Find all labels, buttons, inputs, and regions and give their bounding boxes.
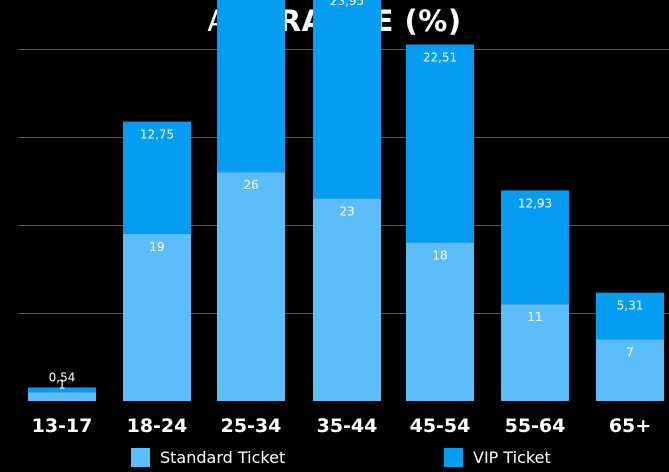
x-tick-label-45-54: 45-54 bbox=[410, 415, 471, 437]
legend-item-vip: VIP Ticket bbox=[444, 448, 551, 467]
bar-vip-13-17 bbox=[28, 387, 96, 393]
data-label-vip-13-17: 0,54 bbox=[49, 370, 76, 384]
data-label-vip-55-64: 12,93 bbox=[518, 196, 552, 210]
bar-standard-18-24 bbox=[123, 233, 191, 401]
legend-swatch-vip bbox=[444, 448, 463, 467]
data-label-vip-65+: 5,31 bbox=[617, 299, 644, 313]
data-label-standard-25-34: 26 bbox=[243, 178, 258, 192]
data-label-vip-18-24: 12,75 bbox=[140, 128, 174, 142]
bar-vip-25-34 bbox=[217, 0, 285, 173]
legend-item-standard: Standard Ticket bbox=[131, 448, 285, 467]
x-tick-label-55-64: 55-64 bbox=[505, 415, 566, 437]
data-label-vip-35-44: 23,95 bbox=[330, 0, 364, 8]
x-tick-label-18-24: 18-24 bbox=[127, 415, 188, 437]
bar-standard-35-44 bbox=[313, 198, 381, 401]
legend: Standard Ticket VIP Ticket bbox=[0, 448, 669, 472]
legend-swatch-standard bbox=[131, 448, 150, 467]
legend-label-vip: VIP Ticket bbox=[473, 448, 551, 467]
data-label-vip-45-54: 22,51 bbox=[423, 51, 457, 65]
data-label-standard-45-54: 18 bbox=[432, 249, 447, 263]
bar-standard-13-17 bbox=[28, 392, 96, 401]
x-tick-label-35-44: 35-44 bbox=[317, 415, 378, 437]
data-label-standard-55-64: 11 bbox=[527, 310, 542, 324]
bar-vip-65+ bbox=[596, 292, 664, 340]
bar-vip-18-24 bbox=[123, 121, 191, 234]
bar-standard-45-54 bbox=[406, 242, 474, 401]
x-tick-label-65+: 65+ bbox=[609, 415, 651, 437]
bar-standard-65+ bbox=[596, 339, 664, 401]
bar-standard-55-64 bbox=[501, 304, 569, 401]
data-label-standard-13-17: 1 bbox=[58, 377, 66, 391]
bar-vip-45-54 bbox=[406, 44, 474, 243]
data-label-standard-18-24: 19 bbox=[149, 240, 164, 254]
legend-label-standard: Standard Ticket bbox=[160, 448, 286, 467]
x-tick-label-25-34: 25-34 bbox=[221, 415, 282, 437]
data-label-standard-65+: 7 bbox=[626, 345, 634, 359]
bar-standard-25-34 bbox=[217, 172, 285, 401]
bar-vip-35-44 bbox=[313, 0, 381, 199]
data-label-standard-35-44: 23 bbox=[339, 205, 354, 219]
bar-vip-55-64 bbox=[501, 190, 569, 305]
x-tick-label-13-17: 13-17 bbox=[32, 415, 93, 437]
